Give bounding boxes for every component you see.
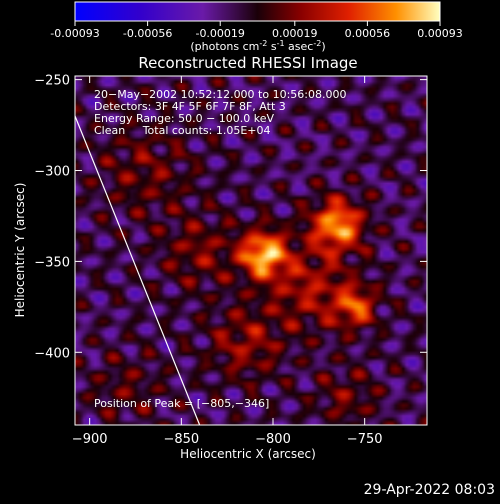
x-tick-label: −800 [255,432,291,447]
heatmap-image [75,76,427,425]
x-tick-label: −900 [72,432,108,447]
colorbar-tick-label: 0.00056 [345,27,391,40]
y-tick-label: −300 [34,165,70,180]
info-line-detectors: Detectors: 3F 4F 5F 6F 7F 8F, Att 3 [94,100,286,113]
observation-info: 20−May−2002 10:52:12.000 to 10:56:08.000… [94,88,347,137]
x-axis-label: Heliocentric X (arcsec) [180,447,316,461]
solar-limb-line [74,115,201,426]
peak-position-label: Position of Peak = [−805,−346] [94,397,269,410]
y-axis-label: Heliocentric Y (arcsec) [13,183,27,318]
y-tick-label: −400 [34,346,70,361]
colorbar-tick-label: -0.00093 [50,27,99,40]
y-axis-ticks: −250 −300 −350 −400 [34,74,427,361]
colorbar: -0.00093 -0.00056 -0.00019 0.00019 0.00056 0.… [50,1,463,53]
x-axis-ticks: −900 −850 −800 −750 [72,76,383,447]
info-line-energy: Energy Range: 50.0 − 100.0 keV [94,112,275,125]
chart-title: Reconstructed RHESSI Image [138,54,357,72]
x-tick-label: −850 [163,432,199,447]
y-tick-label: −250 [34,74,70,89]
colorbar-tick-label: 0.00093 [417,27,463,40]
y-tick-label: −350 [34,255,70,270]
colorbar-tick-label: -0.00019 [195,27,244,40]
colorbar-units: (photons cm-2 s-1 asec-2) [190,39,325,53]
plot-frame [74,75,428,426]
x-tick-label: −750 [347,432,383,447]
colorbar-tick-label: -0.00056 [123,27,172,40]
colorbar-gradient [74,1,441,22]
colorbar-tick-label: 0.00019 [272,27,318,40]
info-line-time: 20−May−2002 10:52:12.000 to 10:56:08.000 [94,88,347,101]
render-timestamp: 29-Apr-2022 08:03 [364,482,495,498]
colorbar-ticks: -0.00093 -0.00056 -0.00019 0.00019 0.00056 0.… [50,21,463,40]
info-line-clean: Clean Total counts: 1.05E+04 [94,124,271,137]
